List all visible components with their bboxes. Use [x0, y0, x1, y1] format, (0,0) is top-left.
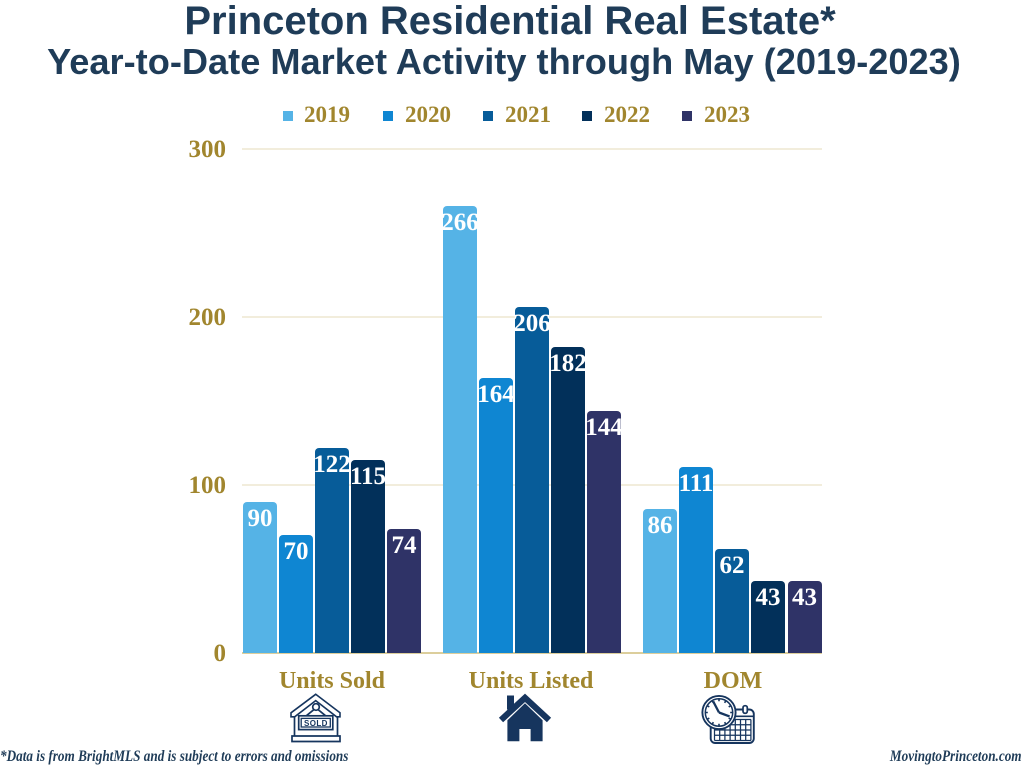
- svg-text:SOLD: SOLD: [304, 719, 328, 728]
